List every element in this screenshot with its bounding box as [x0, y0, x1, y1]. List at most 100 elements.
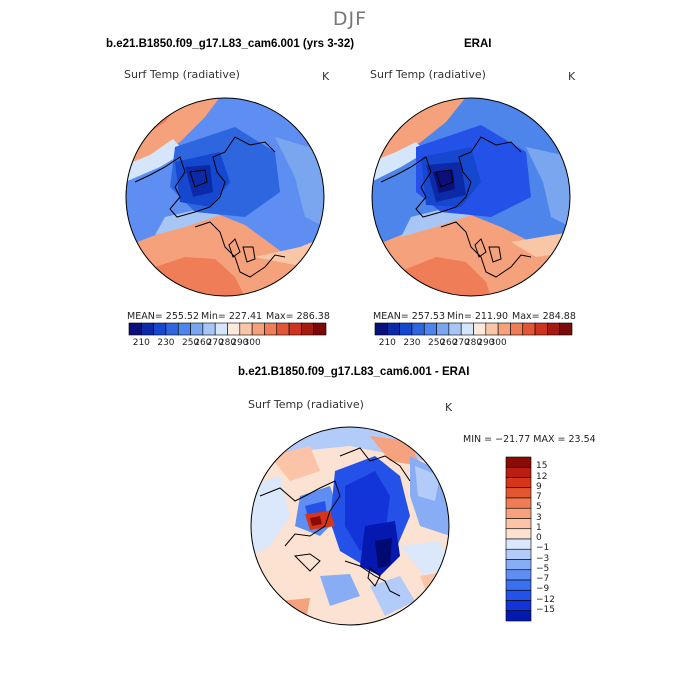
colorbar-swatch [448, 322, 462, 336]
colorbar-tick-label: −3 [536, 553, 550, 564]
colorbar-swatch [505, 548, 532, 560]
colorbar-tick-label: 250 [181, 338, 200, 348]
colorbar-swatch [559, 322, 573, 336]
colorbar-swatch [534, 322, 548, 336]
colorbar-swatch [497, 322, 511, 336]
colorbar-tick-label: 210 [132, 338, 150, 348]
panel2-mean: MEAN= 257.53 [373, 311, 446, 322]
season-title: DJF [332, 8, 368, 30]
colorbar-swatch [251, 322, 265, 336]
colorbar-swatch [505, 487, 532, 499]
colorbar-tick-label: 230 [157, 338, 175, 348]
panel3-colorbar [505, 456, 532, 622]
colorbar-swatch [485, 322, 499, 336]
colorbar-swatch [190, 322, 204, 336]
colorbar-swatch [411, 322, 425, 336]
colorbar-tick-label: 5 [536, 502, 542, 513]
colorbar-swatch [153, 322, 167, 336]
panel2-units: K [568, 70, 576, 83]
panel2-min: Min= 211.90 [447, 311, 509, 322]
panel3-minmax: MIN = −21.77 MAX = 23.54 [463, 434, 596, 445]
colorbar-swatch [276, 322, 290, 336]
colorbar-swatch [202, 322, 216, 336]
panel2-title: ERAI [464, 38, 492, 50]
colorbar-swatch [505, 477, 532, 489]
colorbar-swatch [227, 322, 241, 336]
colorbar-tick-label: 280 [218, 338, 237, 348]
colorbar-swatch [505, 610, 532, 622]
colorbar-swatch [505, 559, 532, 571]
colorbar-swatch [288, 322, 302, 336]
colorbar-swatch [505, 589, 532, 601]
colorbar-tick-label: 270 [452, 338, 470, 348]
colorbar-swatch [505, 569, 532, 581]
colorbar-tick-label: 210 [378, 338, 396, 348]
colorbar-tick-label: 290 [231, 338, 249, 348]
colorbar-swatch [505, 456, 532, 468]
colorbar-swatch [473, 322, 487, 336]
colorbar-swatch [128, 322, 142, 336]
panel3-variable: Surf Temp (radiative) [248, 398, 364, 411]
colorbar-swatch [177, 322, 191, 336]
colorbar-swatch [505, 507, 532, 519]
colorbar-swatch [141, 322, 154, 336]
colorbar-swatch [505, 497, 532, 509]
colorbar-tick-label: −12 [536, 594, 555, 605]
colorbar-swatch [522, 322, 536, 336]
colorbar-swatch [264, 322, 278, 336]
colorbar-swatch [505, 518, 532, 530]
colorbar-tick-label: 0 [536, 533, 542, 543]
panel1-title: b.e21.B1850.f09_g17.L83_cam6.001 (yrs 3-… [106, 38, 355, 50]
colorbar-swatch [239, 322, 253, 336]
colorbar-swatch [460, 322, 474, 336]
colorbar-tick-label: 280 [464, 338, 483, 348]
panel2-variable: Surf Temp (radiative) [370, 68, 486, 81]
panel2-map [371, 97, 571, 297]
colorbar-swatch [214, 322, 228, 336]
colorbar-tick-label: −15 [536, 604, 555, 615]
colorbar-tick-label: 260 [440, 338, 458, 348]
panel1-max: Max= 286.38 [266, 311, 330, 322]
colorbar-swatch [510, 322, 524, 336]
colorbar-swatch [387, 322, 400, 336]
colorbar-swatch [313, 322, 327, 336]
colorbar-tick-label: 250 [427, 338, 446, 348]
colorbar-swatch [165, 322, 179, 336]
panel1-colorbar [128, 322, 327, 336]
colorbar-swatch [505, 528, 532, 540]
colorbar-tick-label: −9 [536, 584, 550, 595]
colorbar-tick-label: −5 [536, 563, 550, 574]
panel1-min: Min= 227.41 [201, 311, 263, 322]
colorbar-tick-label: −1 [536, 543, 550, 554]
colorbar-swatch [301, 322, 314, 336]
colorbar-tick-label: 15 [536, 461, 548, 472]
colorbar-swatch [399, 322, 413, 336]
colorbar-swatch [547, 322, 560, 336]
colorbar-tick-label: 3 [536, 512, 542, 523]
panel3-title: b.e21.B1850.f09_g17.L83_cam6.001 - ERAI [238, 366, 470, 378]
colorbar-swatch [505, 538, 532, 550]
colorbar-swatch [436, 322, 450, 336]
colorbar-tick-label: 7 [536, 492, 542, 502]
colorbar-tick-label: 230 [403, 338, 421, 348]
colorbar-tick-label: 9 [536, 481, 542, 492]
colorbar-swatch [505, 579, 532, 591]
colorbar-swatch [423, 322, 437, 336]
colorbar-tick-label: 300 [243, 338, 261, 348]
colorbar-tick-label: −7 [536, 574, 550, 584]
panel1-mean: MEAN= 255.52 [127, 311, 200, 322]
colorbar-tick-label: 260 [194, 338, 212, 348]
panel1-map [125, 97, 325, 297]
colorbar-swatch [505, 466, 532, 478]
colorbar-tick-label: 300 [489, 338, 507, 348]
colorbar-tick-label: 270 [206, 338, 224, 348]
panel3-map [250, 426, 450, 626]
panel1-variable: Surf Temp (radiative) [124, 68, 240, 81]
colorbar-swatch [374, 322, 388, 336]
colorbar-tick-label: 1 [536, 522, 542, 533]
colorbar-tick-label: 12 [536, 471, 548, 482]
colorbar-swatch [505, 600, 532, 612]
panel2-max: Max= 284.88 [512, 311, 576, 322]
panel1-units: K [322, 70, 330, 83]
panel3-units: K [445, 401, 453, 414]
